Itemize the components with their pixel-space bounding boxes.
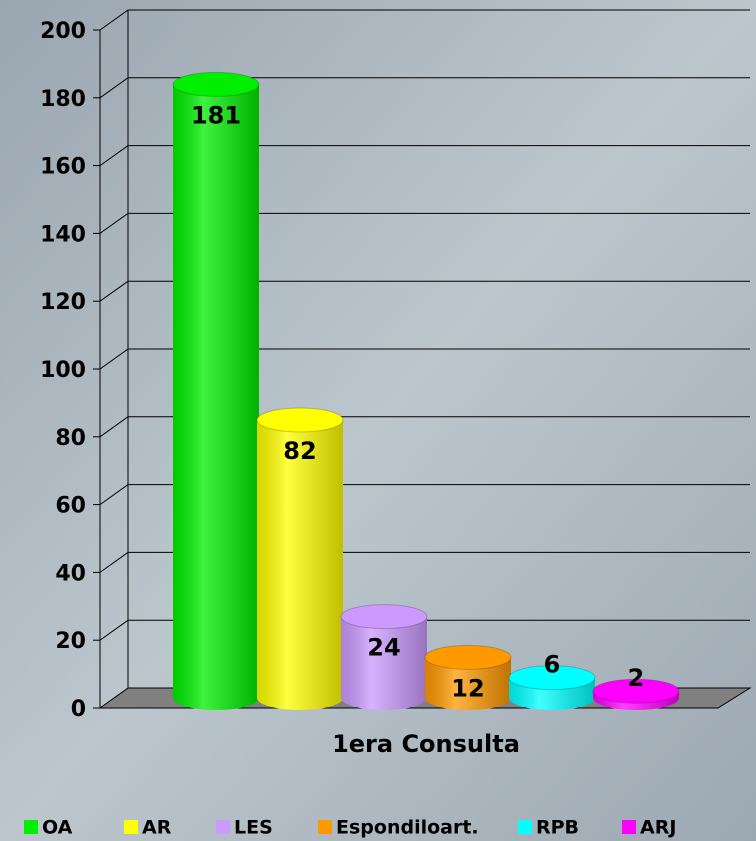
grid-line: [99, 619, 750, 641]
data-label: 6: [544, 651, 561, 679]
data-label: 82: [283, 437, 316, 465]
legend-swatch: [216, 820, 230, 834]
bar: [340, 604, 428, 710]
legend-swatch: [24, 820, 38, 834]
legend-swatch: [124, 820, 138, 834]
grid-line: [99, 212, 750, 234]
y-tick-label: 120: [40, 290, 86, 315]
bar: [592, 678, 680, 710]
y-tick-label: 180: [40, 87, 86, 112]
legend-label: RPB: [536, 817, 579, 839]
y-tick-label: 0: [71, 697, 86, 722]
legend-label: LES: [234, 817, 273, 839]
bar: [508, 665, 596, 710]
grid-line: [99, 145, 750, 167]
grid-line: [99, 551, 750, 573]
y-tick-label: 200: [40, 19, 86, 44]
grid-line: [99, 484, 750, 506]
legend-label: AR: [142, 817, 172, 839]
legend-swatch: [518, 820, 532, 834]
legend-label: Espondiloart.: [336, 817, 479, 839]
y-tick-label: 20: [55, 629, 86, 654]
legend-label: OA: [42, 817, 73, 839]
legend-label: ARJ: [640, 817, 676, 839]
y-tick-label: 80: [55, 426, 86, 451]
grid-line: [99, 280, 750, 302]
grid-line: [99, 348, 750, 370]
grid-line: [99, 77, 750, 99]
legend-swatch: [318, 820, 332, 834]
y-tick-label: 40: [55, 561, 86, 586]
bar: [172, 71, 260, 710]
grid-line: [99, 9, 750, 31]
bar: [256, 407, 344, 710]
data-label: 181: [191, 101, 241, 129]
grid-line: [99, 416, 750, 438]
y-tick-label: 100: [40, 358, 86, 383]
data-label: 2: [628, 664, 645, 692]
y-tick-label: 140: [40, 222, 86, 247]
legend-swatch: [622, 820, 636, 834]
y-tick-label: 160: [40, 155, 86, 180]
y-tick-label: 60: [55, 494, 86, 519]
data-label: 24: [367, 634, 400, 662]
data-label: 12: [451, 674, 484, 702]
category-label: 1era Consulta: [332, 730, 520, 758]
bar: [424, 644, 512, 710]
